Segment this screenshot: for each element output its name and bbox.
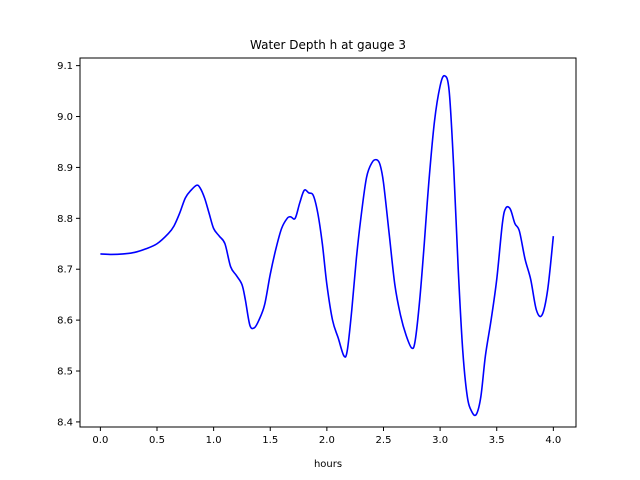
x-axis-label: hours: [314, 459, 342, 470]
y-tick-label: 8.9: [57, 163, 73, 174]
y-tick-label: 9.1: [57, 61, 73, 72]
x-tick-label: 1.0: [206, 435, 222, 446]
x-tick-label: 2.0: [319, 435, 335, 446]
x-tick-label: 1.5: [262, 435, 278, 446]
x-tick-label: 4.0: [545, 435, 561, 446]
y-tick-label: 8.7: [57, 265, 73, 276]
x-axis-ticks: 0.0 0.5 1.0 1.5 2.0 2.5 3.0 3.5 4.0: [92, 427, 561, 446]
x-tick-label: 0.0: [92, 435, 108, 446]
y-tick-label: 8.8: [57, 214, 73, 225]
y-axis-ticks: 8.4 8.5 8.6 8.7 8.8 8.9 9.0 9.1: [57, 61, 80, 428]
x-tick-label: 3.5: [489, 435, 505, 446]
axes-frame: [79, 57, 577, 428]
y-tick-label: 8.4: [57, 417, 73, 428]
y-tick-label: 9.0: [57, 112, 73, 123]
series-layer: [100, 74, 555, 417]
plot-area: 0.0 0.5 1.0 1.5 2.0 2.5 3.0 3.5 4.0 8.4 8.5 8.6 8.7…: [57, 57, 577, 446]
x-tick-label: 2.5: [376, 435, 392, 446]
water-depth-line: [100, 74, 555, 417]
y-tick-label: 8.6: [57, 316, 73, 327]
chart-title: Water Depth h at gauge 3: [250, 38, 406, 52]
y-tick-label: 8.5: [57, 367, 73, 378]
x-tick-label: 3.0: [432, 435, 448, 446]
x-tick-label: 0.5: [149, 435, 165, 446]
